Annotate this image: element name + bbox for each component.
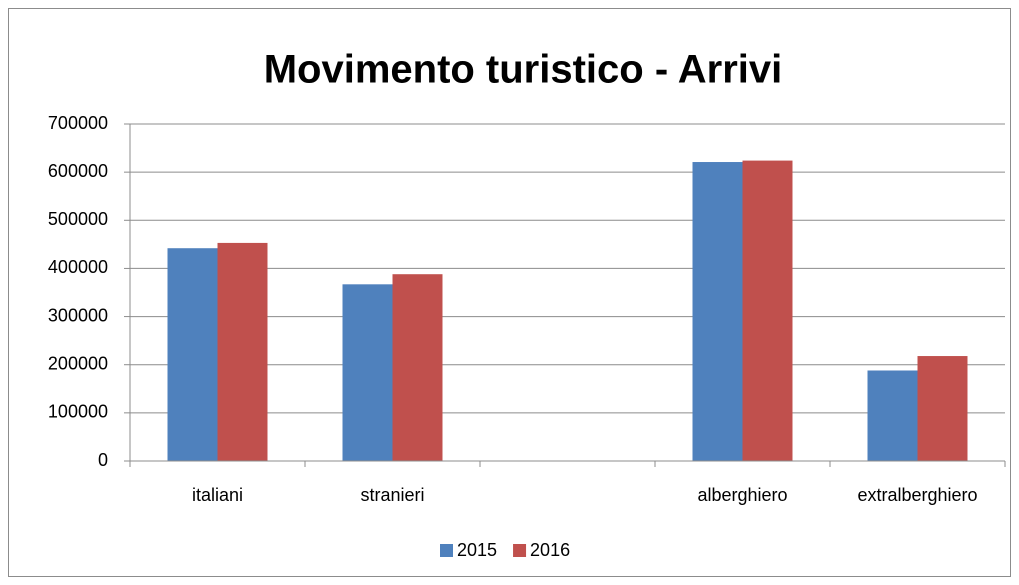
y-tick-label: 400000: [48, 257, 108, 277]
chart-title: Movimento turistico - Arrivi: [264, 48, 783, 92]
y-tick-label: 500000: [48, 209, 108, 229]
bar: [217, 242, 268, 461]
legend-swatch: [513, 544, 527, 557]
bar: [692, 162, 743, 462]
bar: [342, 284, 393, 461]
y-tick-label: 200000: [48, 353, 108, 373]
y-tick-label: 0: [98, 450, 108, 470]
bar: [867, 370, 918, 461]
y-tick-label: 600000: [48, 161, 108, 181]
x-tick-label: stranieri: [360, 485, 424, 505]
legend-label: 2015: [457, 540, 497, 560]
bar: [392, 274, 443, 461]
legend-label: 2016: [530, 540, 570, 560]
bar: [167, 248, 218, 461]
x-tick-label: extralberghiero: [857, 485, 977, 505]
legend-swatch: [440, 544, 453, 557]
x-tick-label: alberghiero: [697, 485, 787, 505]
x-tick-label: italiani: [192, 485, 243, 505]
y-tick-label: 100000: [48, 402, 108, 422]
y-tick-label: 300000: [48, 305, 108, 325]
bar: [917, 356, 968, 461]
bar: [742, 160, 793, 462]
y-tick-label: 700000: [48, 113, 108, 133]
